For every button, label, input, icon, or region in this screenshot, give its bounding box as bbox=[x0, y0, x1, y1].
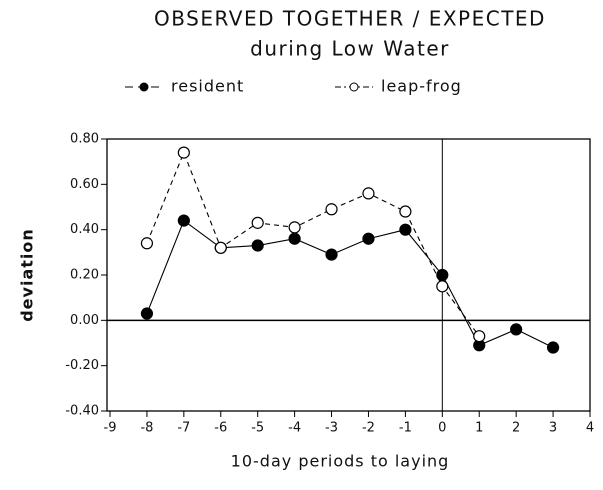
x-tick-label: -3 bbox=[325, 421, 338, 436]
y-tick-label: 0.60 bbox=[70, 177, 99, 192]
x-tick-label: 2 bbox=[512, 421, 520, 436]
chart-title: OBSERVED TOGETHER / EXPECTED bbox=[154, 7, 546, 31]
data-point bbox=[288, 232, 301, 245]
data-point bbox=[288, 221, 301, 234]
data-point bbox=[510, 323, 523, 336]
y-tick-label: 0.80 bbox=[70, 132, 99, 147]
x-tick-label: -9 bbox=[104, 421, 117, 436]
data-point bbox=[362, 187, 375, 200]
x-tick-label: -6 bbox=[214, 421, 227, 436]
x-tick-label: 0 bbox=[438, 421, 446, 436]
data-point bbox=[177, 146, 190, 159]
data-point bbox=[325, 203, 338, 216]
y-tick-label: -0.20 bbox=[65, 358, 99, 373]
data-point bbox=[436, 280, 449, 293]
data-point bbox=[546, 341, 560, 354]
y-tick-label: 0.40 bbox=[70, 222, 99, 237]
legend-label: resident bbox=[171, 77, 244, 96]
x-tick-label: -8 bbox=[140, 421, 153, 436]
series-line bbox=[146, 219, 554, 349]
y-tick-label: 0.00 bbox=[70, 313, 99, 328]
data-point bbox=[251, 216, 264, 229]
series-line bbox=[146, 151, 480, 337]
data-point bbox=[251, 239, 264, 252]
legend-marker bbox=[139, 82, 149, 92]
data-point bbox=[325, 248, 338, 261]
plot-frame bbox=[106, 138, 591, 412]
x-tick-label: 1 bbox=[475, 421, 483, 436]
chart-subtitle: during Low Water bbox=[250, 37, 450, 61]
x-tick-label: -5 bbox=[251, 421, 264, 436]
data-point bbox=[362, 232, 375, 245]
legend-marker bbox=[349, 82, 359, 92]
x-axis-label: 10-day periods to laying bbox=[231, 452, 450, 471]
y-tick-label: -0.40 bbox=[65, 404, 99, 419]
x-tick-label: -7 bbox=[177, 421, 190, 436]
x-tick-label: 3 bbox=[549, 421, 557, 436]
x-tick-label: -2 bbox=[362, 421, 375, 436]
y-axis-label: deviation bbox=[18, 228, 37, 322]
x-tick-label: -1 bbox=[399, 421, 412, 436]
x-tick-label: -4 bbox=[288, 421, 301, 436]
data-point bbox=[140, 237, 154, 250]
data-point bbox=[399, 205, 412, 218]
data-point bbox=[473, 330, 486, 343]
x-tick-label: 4 bbox=[586, 421, 594, 436]
data-point bbox=[177, 214, 190, 227]
legend-label: leap-frog bbox=[381, 77, 462, 96]
y-tick-label: 0.20 bbox=[70, 268, 99, 283]
data-point bbox=[140, 307, 154, 320]
data-point bbox=[399, 223, 412, 236]
data-point bbox=[214, 241, 227, 254]
